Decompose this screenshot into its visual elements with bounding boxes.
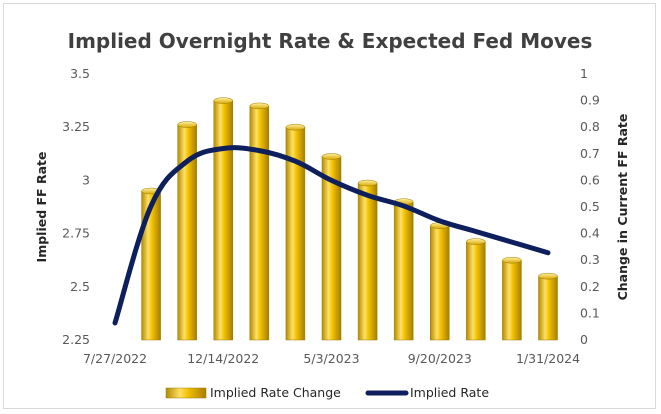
bar-cap xyxy=(466,238,486,245)
bar-cap xyxy=(177,121,197,128)
right-axis-tick: 0.8 xyxy=(580,119,600,134)
bar-cap xyxy=(538,272,558,280)
bar-cap xyxy=(213,97,233,104)
right-axis-tick: 0.7 xyxy=(580,146,600,161)
x-axis-tick: 1/31/2024 xyxy=(516,351,580,366)
right-axis-tick: 0.9 xyxy=(580,93,600,108)
x-axis-tick: 12/14/2022 xyxy=(187,351,259,366)
x-axis-tick: 7/27/2022 xyxy=(83,351,147,366)
right-axis-tick: 0.2 xyxy=(580,279,600,294)
legend-line-label: Implied Rate xyxy=(410,385,489,400)
left-axis-tick: 2.25 xyxy=(62,332,90,347)
bar-implied-rate-change xyxy=(249,105,270,341)
bar-cap xyxy=(285,123,306,131)
legend-bar-label: Implied Rate Change xyxy=(210,385,341,400)
x-axis-tick: 9/20/2023 xyxy=(408,351,472,366)
right-axis-tick: 0 xyxy=(580,332,588,347)
right-axis-tick: 0.6 xyxy=(580,172,600,187)
left-axis-tick: 3 xyxy=(82,172,90,187)
bar-implied-rate-change xyxy=(141,190,161,341)
legend-item-bar: Implied Rate Change xyxy=(165,385,341,400)
bar-implied-rate-change xyxy=(430,225,450,341)
bar-cap xyxy=(502,256,522,264)
left-axis-tick: 3.5 xyxy=(70,66,90,81)
right-axis-tick: 0.3 xyxy=(580,252,600,267)
bar-implied-rate-change xyxy=(393,201,414,341)
chart-title: Implied Overnight Rate & Expected Fed Mo… xyxy=(68,29,593,53)
bar-cap xyxy=(249,102,270,110)
right-axis-tick: 0.5 xyxy=(580,199,600,214)
legend-item-line: Implied Rate xyxy=(365,385,489,400)
bar-cap xyxy=(357,179,378,187)
bar-implied-rate-change xyxy=(357,182,378,341)
right-axis-tick: 0.1 xyxy=(580,305,600,320)
right-axis-tick: 1 xyxy=(580,66,588,81)
bar-implied-rate-change xyxy=(502,259,522,341)
line-implied-rate xyxy=(112,145,551,326)
legend: Implied Rate Change Implied Rate xyxy=(165,385,489,400)
left-axis-tick: 2.75 xyxy=(62,226,90,241)
right-axis-label: Change in Current FF Rate xyxy=(615,114,630,301)
left-axis-label: Implied FF Rate xyxy=(34,152,49,263)
bar-implied-rate-change xyxy=(213,100,233,341)
x-axis-tick: 5/3/2023 xyxy=(303,351,359,366)
left-axis-tick: 3.25 xyxy=(62,119,90,134)
left-axis-tick: 2.5 xyxy=(70,279,90,294)
bar-cap xyxy=(321,153,342,160)
right-axis-tick: 0.4 xyxy=(580,226,600,241)
bar-implied-rate-change xyxy=(538,275,558,341)
bar-implied-rate-change xyxy=(466,241,486,341)
legend-bar-swatch xyxy=(165,387,207,399)
